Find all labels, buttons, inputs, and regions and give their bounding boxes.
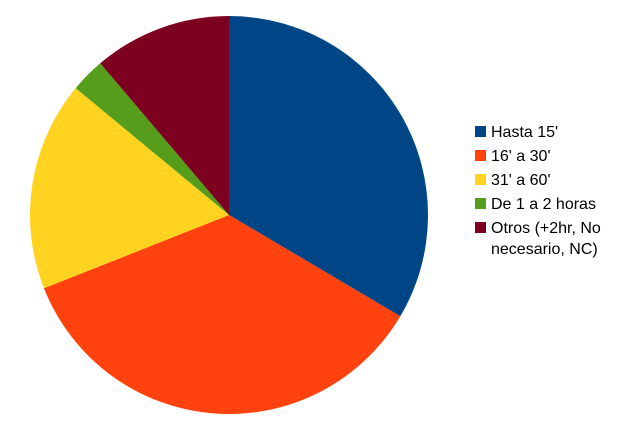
legend-swatch: [475, 198, 486, 209]
legend-swatch: [475, 174, 486, 185]
pie-slice-1: [43, 215, 401, 415]
legend-item-1-a-2-horas: De 1 a 2 horas: [475, 194, 620, 215]
legend-label: Otros (+2hr, No necesario, NC): [491, 220, 601, 258]
legend-item-31-a-60: 31' a 60': [475, 170, 620, 191]
chart-legend: Hasta 15' 16' a 30' 31' a 60' De 1 a 2 h…: [475, 122, 620, 263]
legend-label: 16' a 30': [491, 148, 551, 165]
legend-swatch: [475, 150, 486, 161]
legend-item-otros: Otros (+2hr, No necesario, NC): [475, 218, 620, 260]
legend-swatch: [475, 222, 486, 233]
pie-slice-3: [75, 63, 229, 215]
legend-item-16-a-30: 16' a 30': [475, 146, 620, 167]
legend-label: De 1 a 2 horas: [491, 196, 596, 213]
pie-slice-2: [29, 88, 229, 289]
legend-label: 31' a 60': [491, 172, 551, 189]
pie-slice-0: [229, 16, 429, 317]
legend-label: Hasta 15': [491, 124, 559, 141]
legend-item-hasta-15: Hasta 15': [475, 122, 620, 143]
legend-swatch: [475, 126, 486, 137]
pie-slice-4: [100, 16, 230, 215]
